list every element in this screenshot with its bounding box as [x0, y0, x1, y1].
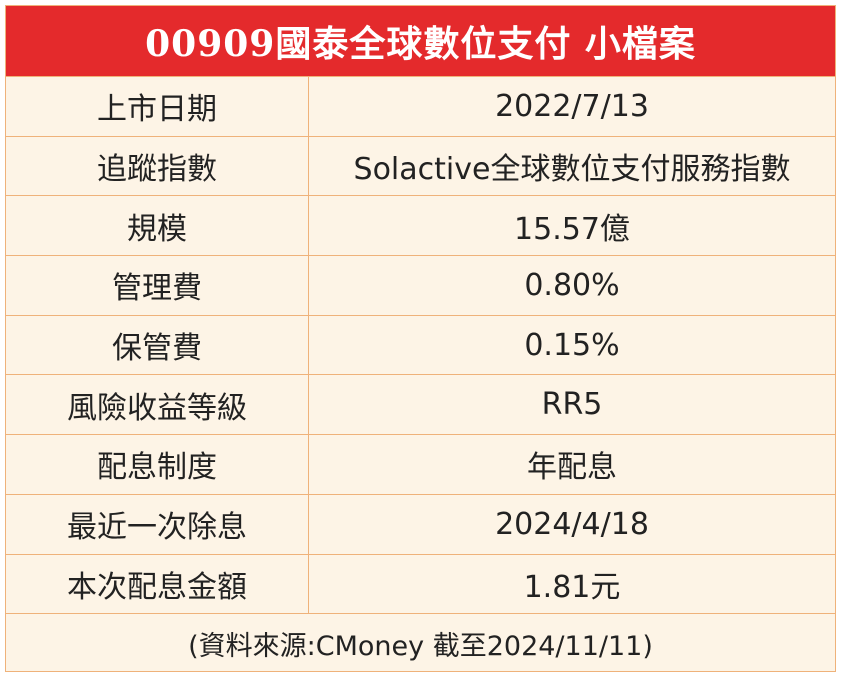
row-value: 年配息 — [527, 450, 617, 486]
row-label: 保管費 — [6, 315, 309, 375]
table-row: 保管費 0.15% — [6, 314, 835, 375]
table: 上市日期 2022/7/13 追蹤指數 Solactive全球數位支付服務指數規模 15… — [6, 76, 835, 614]
row-value: 2022/7/13 — [495, 88, 649, 124]
row-value: RR5 — [541, 387, 603, 423]
row-value: 0.80% — [524, 267, 620, 303]
table-row: 風險收益等級 RR5 — [6, 374, 835, 435]
table-row: 配息制度 年配息 — [6, 434, 835, 494]
fact-card: 00909國泰全球數位支付 小檔案 上市日期 2022/7/13 追蹤指數 Solac… — [5, 5, 836, 672]
row-label: 風險收益等級 — [6, 375, 309, 435]
table-row: 追蹤指數 Solactive全球數位支付服務指數 — [6, 135, 835, 196]
row-label: 管理費 — [6, 256, 309, 315]
row-label: 追蹤指數 — [6, 136, 309, 196]
table-row: 上市日期 2022/7/13 — [6, 76, 835, 136]
table-row: 規模 15.57億 — [6, 195, 835, 256]
table-row: 最近一次除息 2024/4/18 — [6, 493, 835, 554]
row-value: 1.81元 — [523, 569, 621, 605]
row-value: 0.15% — [524, 327, 620, 363]
row-value: Solactive全球數位支付服務指數 — [353, 152, 791, 188]
row-value: 15.57億 — [514, 211, 630, 247]
source-note: (資料來源:CMoney 截至2024/11/11) — [6, 613, 835, 673]
row-label: 本次配息金額 — [6, 554, 309, 614]
table-row: 管理費 0.80% — [6, 255, 835, 315]
row-label: 配息制度 — [6, 435, 309, 494]
row-label: 最近一次除息 — [6, 494, 309, 554]
row-label: 規模 — [6, 196, 309, 256]
title: 00909國泰全球數位支付 小檔案 — [6, 6, 835, 76]
table-row: 本次配息金額 1.81元 — [6, 553, 835, 614]
row-label: 上市日期 — [6, 77, 309, 136]
row-value: 2024/4/18 — [495, 506, 649, 542]
